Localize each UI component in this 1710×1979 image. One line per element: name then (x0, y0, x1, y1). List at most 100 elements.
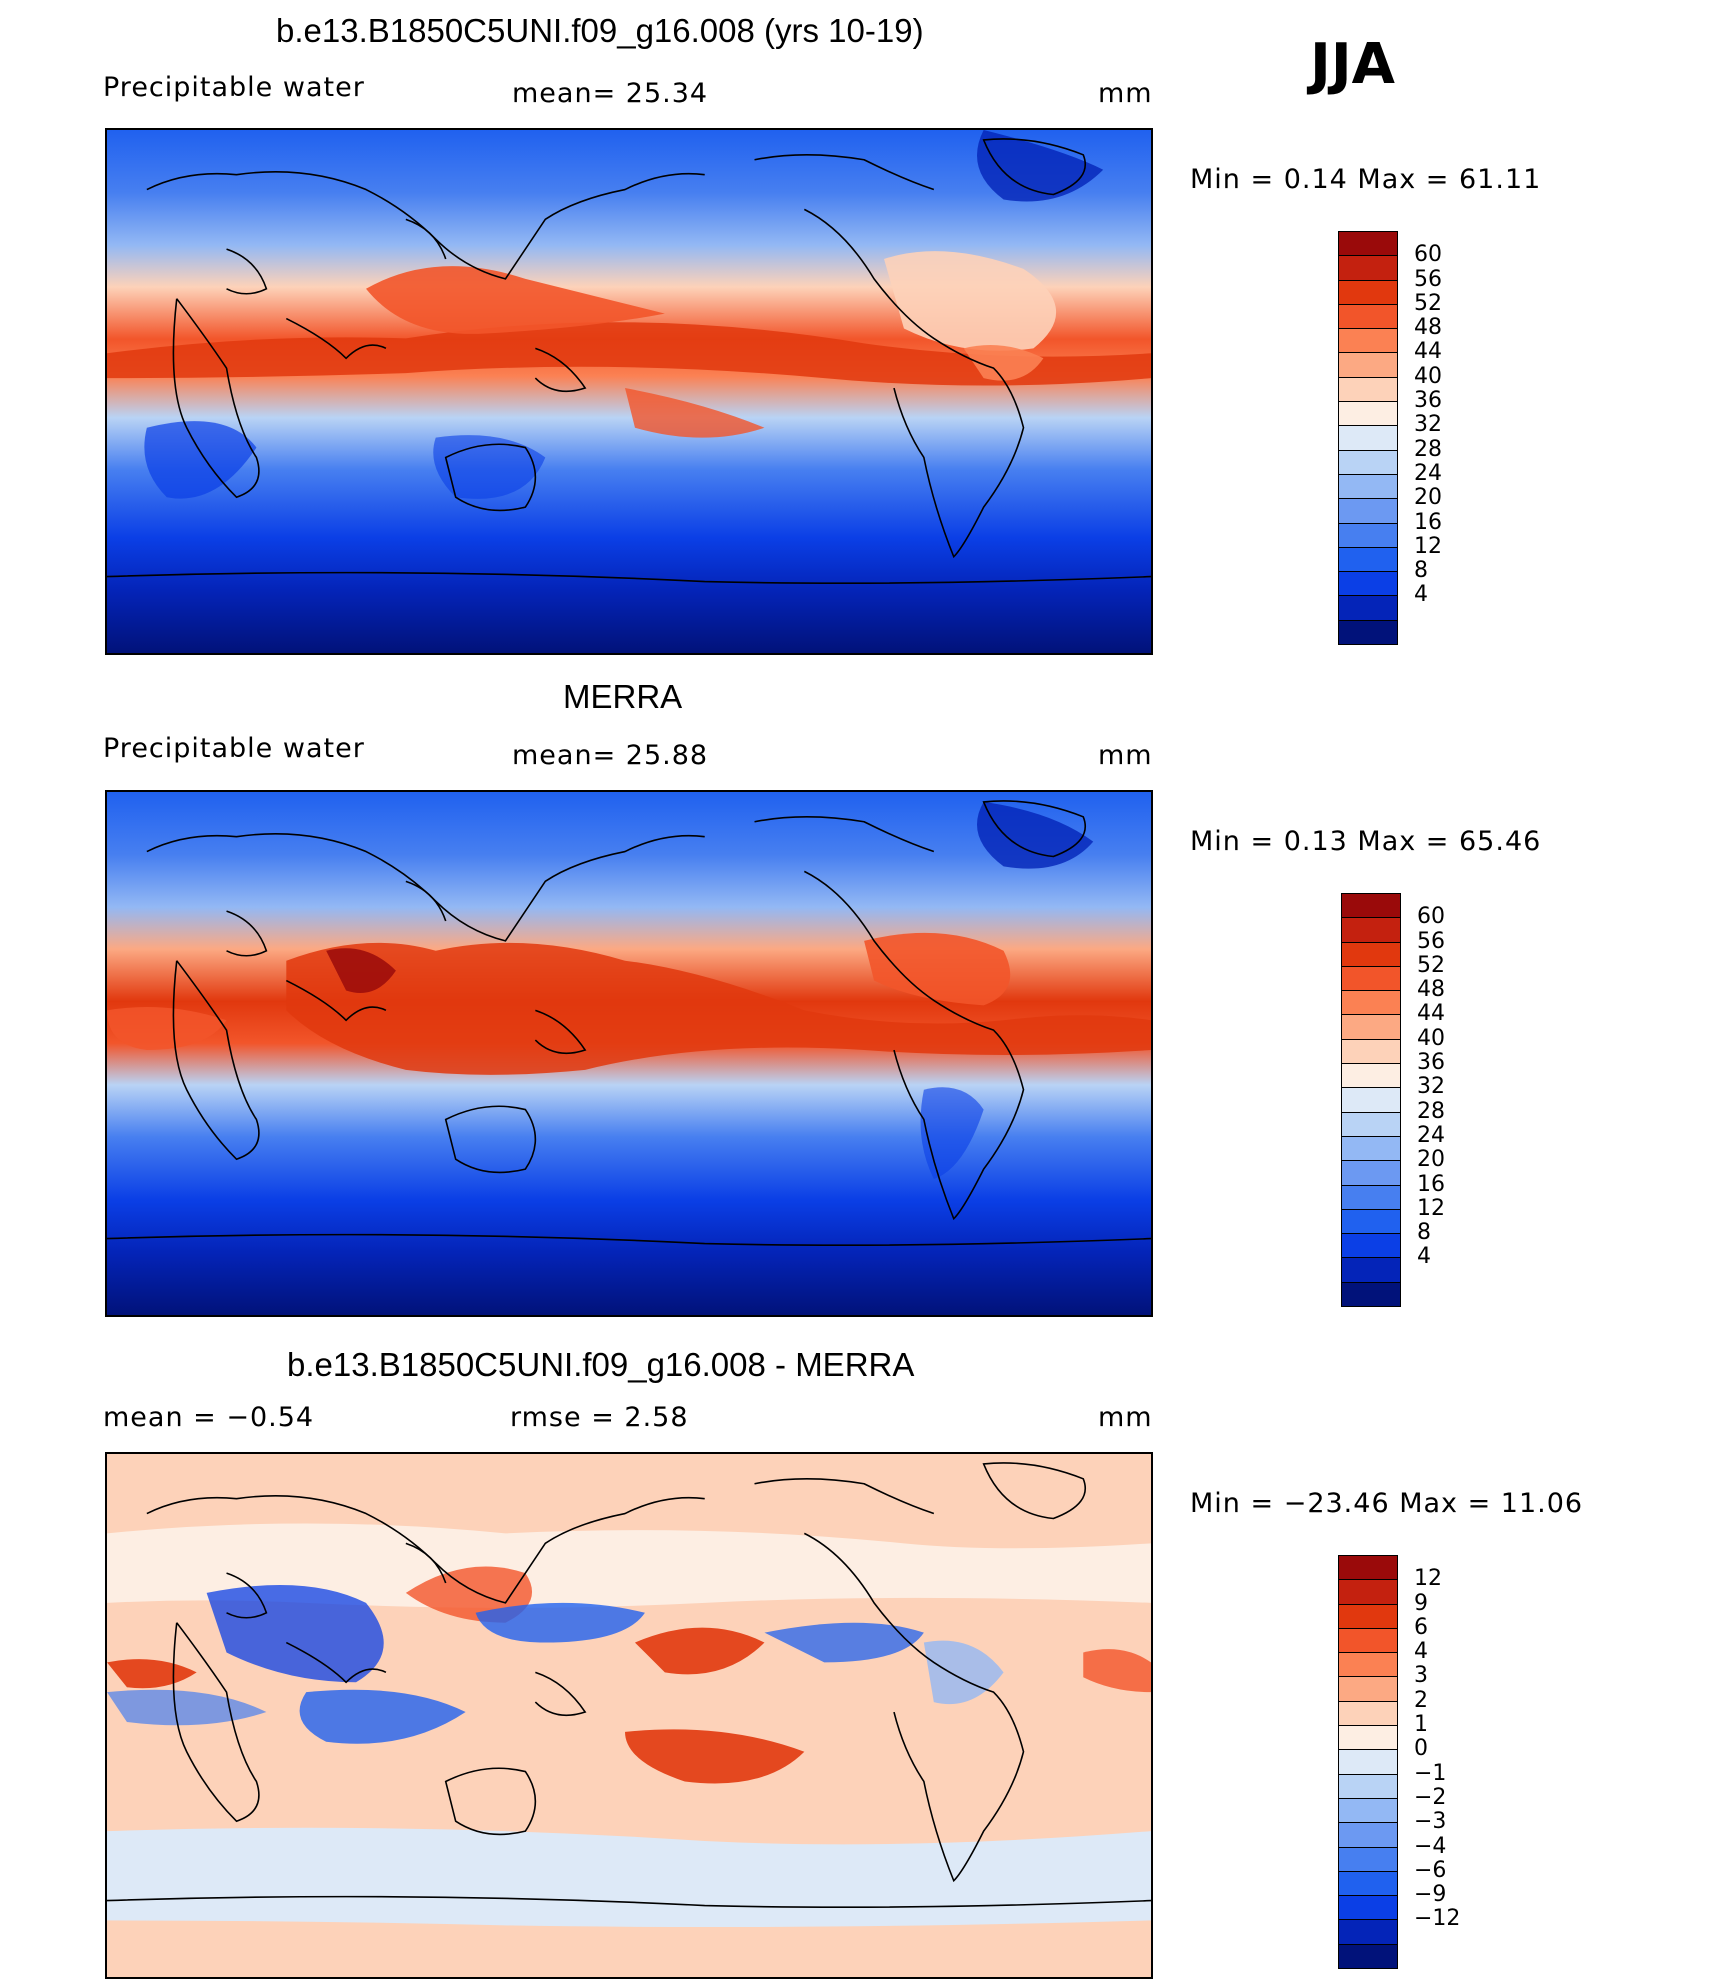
colorbar-label: 36 (1414, 388, 1442, 414)
colorbar-label: 24 (1414, 460, 1442, 486)
field-label: Precipitable water (103, 733, 365, 764)
colorbar-swatch (1338, 1943, 1398, 1969)
colorbar-label: −3 (1414, 1809, 1447, 1835)
colorbar-swatch (1338, 279, 1398, 305)
colorbar-label: 9 (1414, 1590, 1428, 1616)
colorbar-swatch (1341, 1111, 1401, 1137)
colorbar-label: 60 (1414, 242, 1442, 268)
colorbar: 60 56 52 48 44 40 36 32 28 24 20 16 12 8… (1338, 231, 1478, 645)
colorbar-label: −1 (1414, 1760, 1447, 1786)
min-max-label: Min = 0.14 Max = 61.11 (1190, 164, 1542, 195)
colorbar-label: −6 (1414, 1857, 1447, 1883)
colorbar-label: −12 (1414, 1906, 1461, 1932)
colorbar-label: 48 (1417, 977, 1445, 1003)
colorbar-swatch (1338, 1676, 1398, 1702)
panel-title: MERRA (563, 678, 683, 715)
precipitable-water-map (105, 128, 1153, 655)
colorbar-swatch (1341, 1087, 1401, 1113)
colorbar-label: 1 (1414, 1712, 1428, 1738)
units-label: mm (1098, 78, 1153, 109)
colorbar-swatch (1338, 352, 1398, 378)
colorbar-swatch (1338, 1652, 1398, 1678)
colorbar-swatch (1338, 1895, 1398, 1921)
colorbar-swatch (1338, 473, 1398, 500)
colorbar-swatch (1341, 1063, 1401, 1089)
colorbar-swatch (1338, 449, 1398, 475)
colorbar-label: 3 (1414, 1663, 1428, 1689)
units-label: mm (1098, 740, 1153, 771)
colorbar-swatch (1338, 1555, 1398, 1581)
colorbar-label: 32 (1414, 412, 1442, 438)
colorbar-swatch (1338, 1846, 1398, 1872)
colorbar-swatch (1341, 1208, 1401, 1235)
rmse-label: rmse = 2.58 (510, 1402, 689, 1433)
colorbar-swatch (1338, 425, 1398, 451)
colorbar-swatch (1338, 522, 1398, 548)
colorbar-label: 12 (1414, 1566, 1442, 1592)
colorbar-label: 24 (1417, 1122, 1445, 1148)
colorbar-swatch (1341, 941, 1401, 967)
precipitable-water-map (105, 790, 1153, 1317)
colorbar-swatch (1341, 1281, 1401, 1307)
colorbar-label: 36 (1417, 1050, 1445, 1076)
colorbar-swatch (1338, 1797, 1398, 1824)
colorbar-swatch (1341, 990, 1401, 1016)
colorbar-swatch (1338, 571, 1398, 597)
colorbar-swatch (1341, 1160, 1401, 1186)
colorbar-label: 28 (1414, 436, 1442, 462)
colorbar-label: 6 (1414, 1614, 1428, 1640)
colorbar-swatch (1338, 1603, 1398, 1629)
map-graphic (107, 792, 1151, 1315)
colorbar-label: 40 (1417, 1025, 1445, 1051)
colorbar-swatch (1338, 401, 1398, 427)
colorbar-label: 4 (1414, 582, 1428, 608)
colorbar-swatch (1341, 1233, 1401, 1259)
difference-map (105, 1452, 1153, 1979)
colorbar-swatch (1338, 255, 1398, 281)
colorbar-swatch (1338, 1773, 1398, 1799)
colorbar-swatch (1341, 1257, 1401, 1283)
colorbar-swatch (1338, 376, 1398, 403)
mean-label: mean= 25.88 (512, 740, 709, 771)
colorbar-label: 52 (1414, 290, 1442, 316)
colorbar-swatch (1341, 1135, 1401, 1162)
colorbar-swatch (1338, 1700, 1398, 1727)
colorbar-label: 12 (1414, 533, 1442, 559)
colorbar: 60 56 52 48 44 40 36 32 28 24 20 16 12 8… (1341, 893, 1481, 1307)
colorbar-swatch (1338, 595, 1398, 621)
colorbar-swatch (1338, 231, 1398, 257)
colorbar-swatch (1338, 1919, 1398, 1945)
colorbar-label: 0 (1414, 1736, 1428, 1762)
min-max-label: Min = 0.13 Max = 65.46 (1190, 826, 1542, 857)
colorbar-swatch (1338, 303, 1398, 330)
colorbar-label: 56 (1417, 928, 1445, 954)
colorbar-label: −9 (1414, 1882, 1447, 1908)
colorbar-swatch (1341, 965, 1401, 992)
colorbar-label: 4 (1414, 1639, 1428, 1665)
panel-title: b.e13.B1850C5UNI.f09_g16.008 - MERRA (287, 1346, 915, 1383)
colorbar-swatch (1338, 498, 1398, 524)
colorbar-swatch (1338, 1627, 1398, 1654)
colorbar-label: 52 (1417, 952, 1445, 978)
colorbar-swatch (1341, 917, 1401, 943)
field-label: Precipitable water (103, 72, 365, 103)
units-label: mm (1098, 1402, 1153, 1433)
colorbar-label: 20 (1414, 485, 1442, 511)
colorbar-label: 16 (1417, 1171, 1445, 1197)
mean-label: mean = −0.54 (103, 1402, 315, 1433)
colorbar-swatch (1341, 893, 1401, 919)
colorbar-label: 32 (1417, 1074, 1445, 1100)
colorbar-label: −2 (1414, 1784, 1447, 1810)
min-max-label: Min = −23.46 Max = 11.06 (1190, 1488, 1584, 1519)
map-graphic (107, 1454, 1151, 1977)
colorbar-swatch (1338, 1822, 1398, 1848)
colorbar-label: 16 (1414, 509, 1442, 535)
colorbar-label: 44 (1417, 1001, 1445, 1027)
colorbar-swatch (1338, 328, 1398, 354)
colorbar-label: 4 (1417, 1244, 1431, 1270)
mean-label: mean= 25.34 (512, 78, 709, 109)
colorbar-label: 12 (1417, 1195, 1445, 1221)
colorbar-swatch (1338, 1725, 1398, 1751)
colorbar: 12 9 6 4 3 2 1 0 −1 −2 −3 −4 −6 −9 −12 (1338, 1555, 1478, 1969)
colorbar-label: 2 (1414, 1687, 1428, 1713)
